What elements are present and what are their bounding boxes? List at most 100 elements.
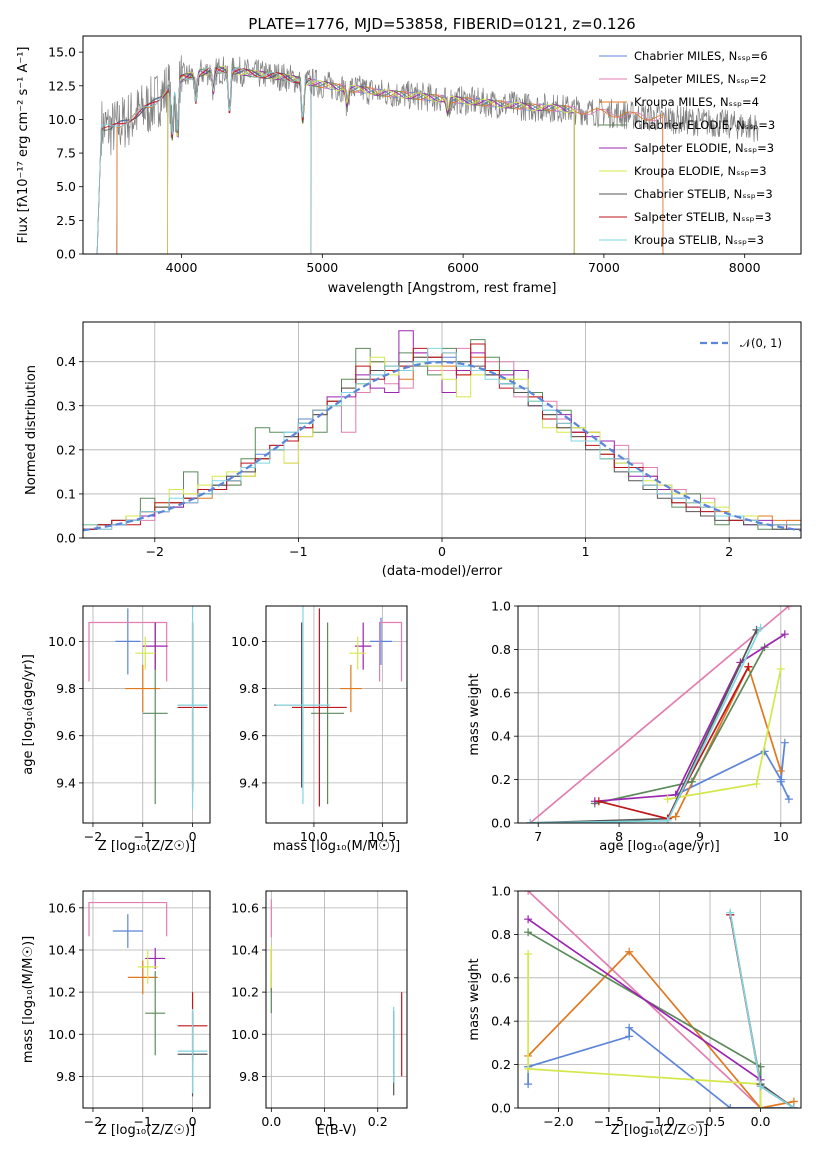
weight-line bbox=[675, 742, 790, 800]
histogram-kroupa_stelib bbox=[83, 347, 801, 530]
legend-label: Salpeter MILES, Nₛₛₚ=2 bbox=[634, 72, 767, 86]
x-tick-label: −1.0 bbox=[644, 1114, 674, 1129]
y-tick-label: 10.6 bbox=[231, 900, 259, 915]
weight-marker bbox=[594, 797, 603, 806]
x-axis-label: Z [log₁₀(Z/Z☉)] bbox=[98, 1123, 195, 1138]
weight-marker bbox=[756, 1104, 765, 1108]
errorbar-chabrier_elodie bbox=[145, 971, 166, 1056]
model-kroupa_elodie bbox=[167, 66, 575, 254]
figure-title: PLATE=1776, MJD=53858, FIBERID=0121, z=0… bbox=[248, 15, 635, 33]
weight-marker bbox=[524, 915, 533, 924]
legend-label: Chabrier ELODIE, Nₛₛₚ=3 bbox=[634, 118, 775, 132]
x-tick-label: −2 bbox=[84, 1114, 102, 1129]
weight-marker bbox=[789, 1104, 798, 1108]
panel-spectrum: 4000 5000 6000 7000 8000 0.0 2.5 5.0 7.5 10.0 12.5… bbox=[16, 35, 802, 296]
y-tick-label: 0.0 bbox=[56, 247, 76, 262]
y-tick-label: 5.0 bbox=[56, 179, 76, 194]
weight-line bbox=[594, 633, 786, 803]
panel-weight_vs_age: 7 8 9 10 0.0 0.2 0.4 0.6 0.8 1.0 age [log₁₀(age/yr… bbox=[467, 599, 802, 854]
y-tick-label: 10.4 bbox=[231, 942, 259, 957]
x-tick-label: 9 bbox=[696, 829, 704, 844]
y-tick-label: 0.6 bbox=[491, 685, 511, 700]
x-axis-label: Z [log₁₀(Z/Z☉)] bbox=[98, 839, 195, 854]
y-tick-label: 9.8 bbox=[239, 1069, 259, 1084]
bracket bbox=[88, 901, 168, 937]
y-tick-label: 1.0 bbox=[491, 884, 511, 899]
weight-marker bbox=[776, 777, 785, 786]
weight-line bbox=[529, 606, 790, 823]
x-tick-label: 0 bbox=[438, 544, 446, 559]
model-chabrier_elodie bbox=[167, 66, 575, 254]
x-tick-label: 10.0 bbox=[300, 829, 328, 844]
weight-marker bbox=[756, 623, 765, 632]
weight-marker bbox=[752, 779, 761, 788]
axes-frame bbox=[82, 35, 802, 255]
axes-frame bbox=[82, 605, 211, 824]
panel-mass_vs_ebv: 0.0 0.1 0.2 9.8 10.0 10.2 10.4 10.6 E(B-V) bbox=[231, 890, 408, 1138]
x-tick-label: −2 bbox=[84, 829, 102, 844]
x-tick-label: 0 bbox=[189, 829, 197, 844]
errorbar-salpeter_miles bbox=[88, 621, 168, 682]
errorbar-chabrier_miles bbox=[370, 617, 392, 665]
x-tick-label: 0.0 bbox=[751, 1114, 771, 1129]
errorbar-kroupa_stelib bbox=[275, 606, 331, 805]
weight-marker bbox=[780, 738, 789, 747]
y-tick-label: 1.0 bbox=[491, 599, 511, 614]
x-tick-label: 7 bbox=[534, 829, 542, 844]
y-tick-label: 0.4 bbox=[56, 354, 76, 369]
x-tick-label: −2.0 bbox=[543, 1114, 573, 1129]
errorbar-kroupa_elodie bbox=[137, 949, 158, 984]
y-tick-label: 0.4 bbox=[491, 729, 511, 744]
y-tick-label: 9.6 bbox=[239, 728, 259, 743]
weight-line bbox=[527, 950, 795, 1108]
x-tick-label: 1 bbox=[582, 544, 590, 559]
y-tick-label: 9.4 bbox=[239, 775, 259, 790]
x-tick-label: 10 bbox=[773, 829, 789, 844]
legend-label: Salpeter ELODIE, Nₛₛₚ=3 bbox=[634, 141, 774, 155]
errorbar-salpeter_elodie bbox=[142, 622, 168, 670]
y-tick-label: 9.4 bbox=[56, 775, 76, 790]
axes-frame bbox=[265, 890, 408, 1109]
x-axis-label: (data-model)/error bbox=[382, 564, 503, 579]
x-tick-label: −1 bbox=[134, 829, 152, 844]
plot-area bbox=[88, 901, 208, 1097]
y-axis-label: age [log₁₀(age/yr)] bbox=[21, 654, 36, 775]
y-tick-label: 0.6 bbox=[491, 970, 511, 985]
weight-marker bbox=[625, 947, 634, 956]
x-tick-label: 7000 bbox=[588, 260, 620, 275]
series-kroupa_elodie bbox=[524, 949, 765, 1108]
plot-area bbox=[88, 606, 208, 809]
plot-area bbox=[526, 606, 793, 823]
plot-area bbox=[96, 55, 759, 254]
x-tick-label: 5000 bbox=[306, 260, 338, 275]
y-tick-label: 10.0 bbox=[48, 634, 76, 649]
y-tick-label: 10.6 bbox=[48, 900, 76, 915]
weight-marker bbox=[524, 891, 533, 895]
x-tick-label: 0.1 bbox=[315, 1114, 335, 1129]
legend-label: Kroupa ELODIE, Nₛₛₚ=3 bbox=[634, 164, 767, 178]
panel-residual_histogram: −2 −1 0 1 2 0.0 0.1 0.2 0.3 0.4 (data-model)/error… bbox=[24, 321, 802, 579]
weight-marker bbox=[524, 949, 533, 958]
x-tick-label: 2 bbox=[725, 544, 733, 559]
model-kroupa_stelib bbox=[96, 67, 312, 254]
y-tick-label: 10.0 bbox=[231, 1027, 259, 1042]
weight-marker bbox=[687, 777, 696, 786]
errorbar-chabrier_elodie bbox=[311, 622, 345, 805]
bracket bbox=[88, 621, 168, 682]
errorbar-kroupa_miles bbox=[339, 664, 362, 713]
plot-area bbox=[270, 899, 403, 1096]
bracket bbox=[379, 621, 403, 682]
y-tick-label: 9.6 bbox=[56, 728, 76, 743]
weight-marker bbox=[524, 1064, 533, 1073]
x-axis-label: E(B-V) bbox=[316, 1123, 356, 1138]
weight-marker bbox=[526, 819, 535, 823]
y-axis-label: Flux [fλ10⁻¹⁷ erg cm⁻² s⁻¹ A⁻¹] bbox=[16, 47, 31, 244]
y-axis-label: mass [log₁₀(M/M☉)] bbox=[21, 936, 36, 1063]
x-axis-label: wavelength [Angstrom, rest frame] bbox=[328, 281, 557, 296]
panel-weight_vs_metallicity: −2.0 −1.5 −1.0 −0.5 0.0 0.0 0.2 0.4 0.6 0.8 1.0 Z [… bbox=[467, 884, 802, 1138]
y-axis-label: mass weight bbox=[467, 958, 482, 1040]
x-tick-label: −1.5 bbox=[594, 1114, 624, 1129]
x-tick-label: −0.5 bbox=[695, 1114, 725, 1129]
weight-marker bbox=[784, 795, 793, 804]
